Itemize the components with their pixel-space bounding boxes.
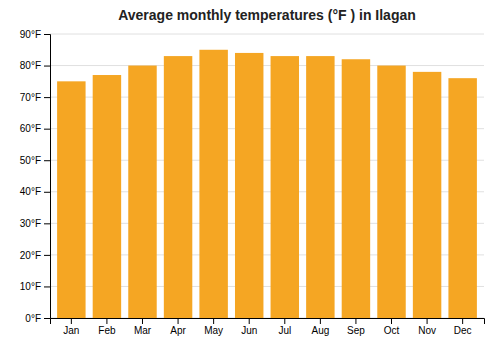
tick-label: Jun bbox=[241, 325, 257, 336]
tick-label: Nov bbox=[418, 325, 436, 336]
tick-label: Mar bbox=[134, 325, 152, 336]
x-tick: Apr bbox=[170, 318, 186, 336]
x-tick: Feb bbox=[98, 318, 116, 336]
x-axis: Jan Feb Mar Apr May Jun Jul Aug Sep Oct Nov Dec bbox=[51, 318, 485, 336]
tick-mark bbox=[355, 318, 356, 324]
tick-mark bbox=[213, 318, 214, 324]
x-tick: Jul bbox=[278, 318, 291, 336]
bar bbox=[93, 75, 121, 318]
bar bbox=[306, 56, 334, 318]
bar bbox=[342, 59, 370, 318]
bar bbox=[128, 66, 156, 318]
tick-label: 70°F bbox=[20, 92, 41, 103]
tick-label: Jul bbox=[278, 325, 291, 336]
x-tick: Nov bbox=[418, 318, 436, 336]
tick-mark bbox=[44, 318, 50, 319]
tick-label: 30°F bbox=[20, 218, 41, 229]
x-tick: Jan bbox=[63, 318, 79, 336]
tick-label: Dec bbox=[454, 325, 472, 336]
y-axis: 0°F 10°F 20°F 30°F 40°F 50°F 60°F 70°F 80°F 90°F bbox=[20, 29, 51, 324]
x-tick: Mar bbox=[134, 318, 152, 336]
tick-mark bbox=[320, 318, 321, 324]
tick-label: 80°F bbox=[20, 60, 41, 71]
x-tick: Jun bbox=[241, 318, 257, 336]
tick-label: Aug bbox=[311, 325, 329, 336]
tick-mark bbox=[249, 318, 250, 324]
y-tick: 40°F bbox=[20, 186, 50, 197]
bar bbox=[413, 72, 441, 318]
tick-mark bbox=[71, 318, 72, 324]
tick-mark bbox=[427, 318, 428, 324]
tick-mark bbox=[44, 129, 50, 130]
chart: 0°F 10°F 20°F 30°F 40°F 50°F 60°F 70°F 80°F 90°F J… bbox=[0, 0, 500, 350]
tick-label: 90°F bbox=[20, 29, 41, 40]
y-tick: 0°F bbox=[25, 313, 50, 324]
tick-label: May bbox=[204, 325, 223, 336]
grid-line bbox=[50, 65, 484, 66]
tick-mark bbox=[44, 34, 50, 35]
tick-label: Jan bbox=[63, 325, 79, 336]
tick-mark bbox=[44, 192, 50, 193]
y-tick: 20°F bbox=[20, 250, 50, 261]
bar bbox=[57, 81, 85, 318]
x-tick: Sep bbox=[347, 318, 365, 336]
tick-label: Feb bbox=[98, 325, 116, 336]
y-tick: 60°F bbox=[20, 123, 50, 134]
tick-mark bbox=[106, 318, 107, 324]
bar bbox=[271, 56, 299, 318]
bar bbox=[377, 66, 405, 318]
axis-domain bbox=[44, 35, 51, 319]
bar bbox=[448, 78, 476, 318]
y-tick: 70°F bbox=[20, 92, 50, 103]
tick-label: 10°F bbox=[20, 281, 41, 292]
bar bbox=[164, 56, 192, 318]
tick-label: 0°F bbox=[25, 313, 41, 324]
tick-mark bbox=[44, 66, 50, 67]
y-tick: 50°F bbox=[20, 155, 50, 166]
bar bbox=[199, 50, 227, 318]
x-tick: May bbox=[204, 318, 223, 336]
y-tick: 80°F bbox=[20, 60, 50, 71]
grid bbox=[50, 34, 484, 318]
tick-mark bbox=[44, 223, 50, 224]
tick-label: 20°F bbox=[20, 250, 41, 261]
title: Average monthly temperatures (°F ) in Il… bbox=[118, 7, 416, 23]
tick-label: 50°F bbox=[20, 155, 41, 166]
y-tick: 30°F bbox=[20, 218, 50, 229]
bars bbox=[57, 50, 477, 318]
bar bbox=[235, 53, 263, 318]
tick-mark bbox=[44, 255, 50, 256]
x-tick: Dec bbox=[454, 318, 472, 336]
tick-mark bbox=[142, 318, 143, 324]
tick-label: 60°F bbox=[20, 123, 41, 134]
tick-label: Sep bbox=[347, 325, 365, 336]
axis-domain bbox=[51, 319, 485, 325]
y-tick: 90°F bbox=[20, 29, 50, 40]
grid-line bbox=[50, 34, 484, 35]
x-tick: Oct bbox=[384, 318, 400, 336]
tick-mark bbox=[44, 286, 50, 287]
tick-mark bbox=[462, 318, 463, 324]
x-tick: Aug bbox=[311, 318, 329, 336]
tick-mark bbox=[284, 318, 285, 324]
tick-label: Oct bbox=[384, 325, 400, 336]
tick-label: Apr bbox=[170, 325, 186, 336]
tick-mark bbox=[44, 160, 50, 161]
plot: 0°F 10°F 20°F 30°F 40°F 50°F 60°F 70°F 80°F 90°F J… bbox=[20, 29, 485, 336]
tick-mark bbox=[44, 97, 50, 98]
y-tick: 10°F bbox=[20, 281, 50, 292]
tick-label: 40°F bbox=[20, 186, 41, 197]
tick-mark bbox=[391, 318, 392, 324]
tick-mark bbox=[178, 318, 179, 324]
